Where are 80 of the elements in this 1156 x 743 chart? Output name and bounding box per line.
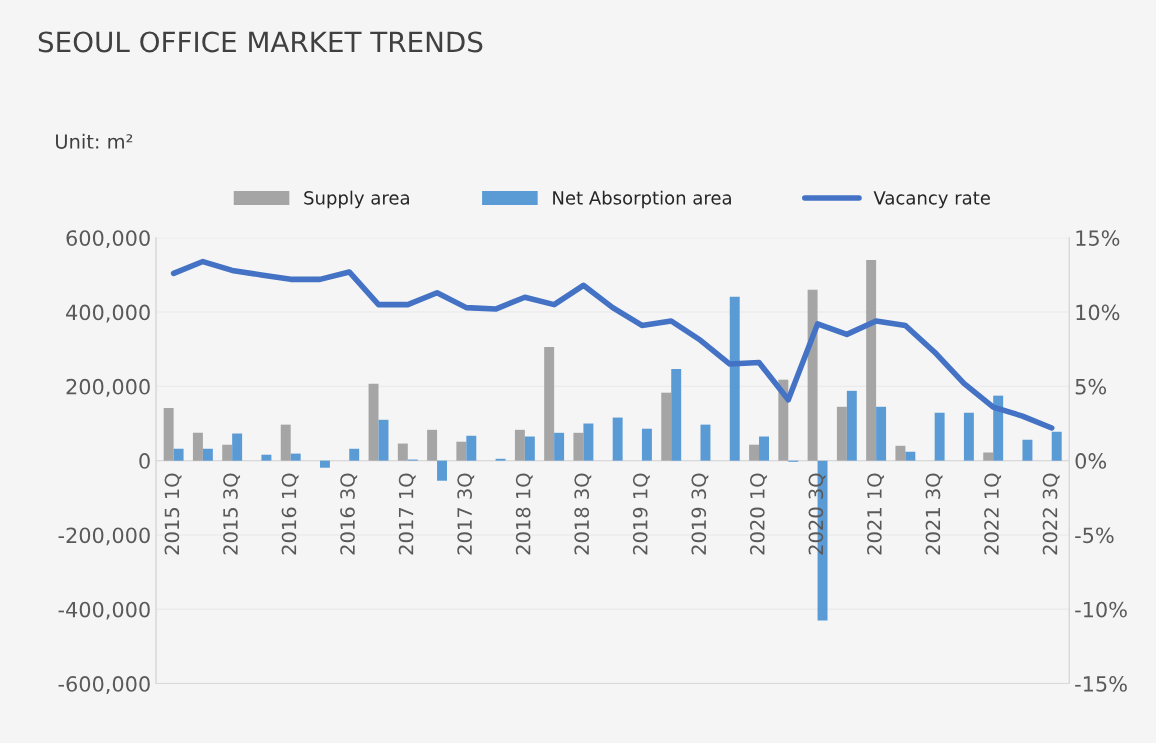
- bar: [173, 448, 184, 461]
- y2-tick-label: 15%: [1076, 230, 1120, 246]
- bar: [641, 428, 652, 461]
- y-tick-label: 200,000: [66, 378, 150, 397]
- bar: [290, 453, 301, 461]
- bar: [456, 441, 467, 461]
- bar: [895, 445, 906, 461]
- bar: [163, 407, 174, 461]
- bar: [202, 448, 213, 461]
- bar: [846, 390, 857, 461]
- x-tick-label: 2020 1Q: [749, 473, 767, 555]
- y2-tick-label: -10%: [1075, 601, 1127, 618]
- bar: [544, 346, 555, 461]
- bar: [349, 448, 360, 461]
- bar: [573, 432, 584, 461]
- bar: [729, 296, 740, 461]
- bar: [905, 451, 916, 461]
- bar: [661, 392, 672, 461]
- legend-label: Net Absorption area: [553, 190, 731, 209]
- bar: [749, 444, 760, 461]
- bar: [700, 424, 711, 461]
- x-tick-label: 2016 3Q: [340, 473, 358, 555]
- bar: [1022, 439, 1033, 461]
- x-tick-label: 2020 3Q: [808, 473, 826, 555]
- x-tick-label: 2021 1Q: [867, 473, 884, 555]
- bar: [437, 460, 448, 481]
- bar: [983, 452, 994, 461]
- bar: [466, 435, 477, 461]
- x-tick-label: 2018 3Q: [574, 473, 592, 555]
- x-tick-label: 2015 3Q: [223, 473, 241, 555]
- bar: [583, 423, 594, 461]
- x-tick-label: 2021 3Q: [925, 473, 943, 555]
- y2-tick-label: -15%: [1075, 676, 1127, 692]
- x-tick-label: 2018 1Q: [515, 473, 533, 555]
- bar: [993, 395, 1004, 461]
- legend-label: Vacancy rate: [873, 191, 990, 209]
- y2-tick-label: 5%: [1075, 378, 1107, 395]
- bar: [222, 444, 233, 461]
- bar: [514, 429, 525, 461]
- y2-tick-label: -5%: [1075, 527, 1114, 544]
- bar: [963, 412, 974, 461]
- bar: [807, 289, 818, 461]
- text: Unit: m²: [56, 133, 133, 149]
- bar: [671, 368, 682, 461]
- legend-label: Supply area: [304, 190, 409, 209]
- bar: [524, 436, 535, 461]
- bar: [612, 417, 623, 461]
- bar: [280, 424, 291, 461]
- bar: [319, 460, 330, 468]
- x-tick-label: 2017 3Q: [457, 473, 475, 555]
- bar: [1051, 431, 1062, 461]
- bar: [759, 436, 769, 461]
- bar: [397, 443, 408, 461]
- y-tick-label: -400,000: [58, 601, 150, 620]
- bar: [934, 412, 945, 461]
- y-tick-label: 400,000: [66, 304, 150, 323]
- x-tick-label: 2016 1Q: [281, 473, 299, 555]
- x-tick-label: 2017 1Q: [398, 473, 416, 555]
- chart-title: SEOUL OFFICE MARKET TRENDS: [38, 31, 483, 53]
- y-tick-label: 600,000: [66, 230, 150, 249]
- bar: [836, 406, 847, 461]
- bar: [192, 432, 203, 461]
- x-tick-label: 2022 3Q: [1042, 473, 1060, 555]
- bar: [866, 260, 877, 461]
- y2-tick-label: 0%: [1075, 453, 1107, 469]
- bar: [876, 406, 887, 461]
- bar: [368, 383, 379, 461]
- y-tick-label: -200,000: [58, 527, 150, 546]
- x-tick-label: 2015 1Q: [164, 473, 182, 555]
- bar: [232, 433, 243, 461]
- y-tick-label: 0: [139, 453, 150, 469]
- y2-tick-label: 10%: [1076, 304, 1120, 321]
- x-tick-label: 2019 1Q: [632, 473, 650, 555]
- bar: [554, 432, 565, 461]
- bar: [427, 429, 438, 461]
- bar: [261, 454, 272, 461]
- x-tick-label: 2019 3Q: [691, 473, 709, 555]
- bar: [378, 419, 389, 461]
- x-tick-label: 2022 1Q: [984, 473, 1002, 555]
- y-tick-label: -600,000: [58, 676, 150, 694]
